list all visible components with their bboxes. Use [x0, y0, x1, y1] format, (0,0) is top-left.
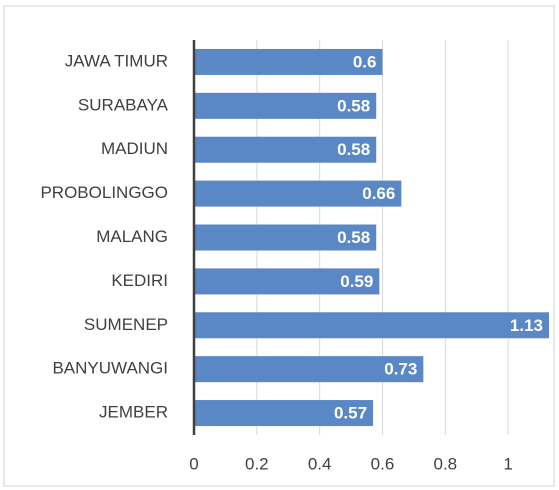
y-tick-label: JAWA TIMUR: [65, 51, 168, 70]
bar: [194, 180, 402, 207]
y-tick-label: PROBOLINGGO: [40, 183, 168, 202]
bar: [194, 356, 424, 383]
value-label: 0.66: [362, 184, 395, 203]
bar: [194, 136, 377, 163]
y-tick-label: JEMBER: [99, 403, 168, 422]
x-tick-label: 0.4: [308, 454, 332, 473]
value-label: 0.57: [334, 404, 367, 423]
value-label: 0.58: [337, 96, 370, 115]
bar: [194, 400, 374, 427]
bar: [194, 268, 380, 295]
value-label: 0.58: [337, 228, 370, 247]
x-tick-label: 1: [503, 454, 512, 473]
value-label: 0.73: [384, 360, 417, 379]
value-label: 0.58: [337, 140, 370, 159]
bar: [194, 312, 549, 339]
bar: [194, 48, 383, 75]
y-tick-label: BANYUWANGI: [52, 359, 168, 378]
value-label: 0.59: [340, 272, 373, 291]
bar: [194, 92, 377, 119]
value-label: 0.6: [353, 52, 377, 71]
bar: [194, 224, 377, 251]
y-tick-label: KEDIRI: [111, 271, 168, 290]
x-tick-label: 0.2: [245, 454, 269, 473]
x-tick-label: 0.8: [434, 454, 458, 473]
y-tick-label: MALANG: [96, 227, 168, 246]
x-tick-label: 0: [189, 454, 198, 473]
value-label: 1.13: [510, 316, 543, 335]
y-tick-label: SURABAYA: [78, 95, 169, 114]
x-tick-label: 0.6: [371, 454, 395, 473]
y-tick-label: MADIUN: [101, 139, 168, 158]
y-tick-label: SUMENEP: [84, 315, 168, 334]
